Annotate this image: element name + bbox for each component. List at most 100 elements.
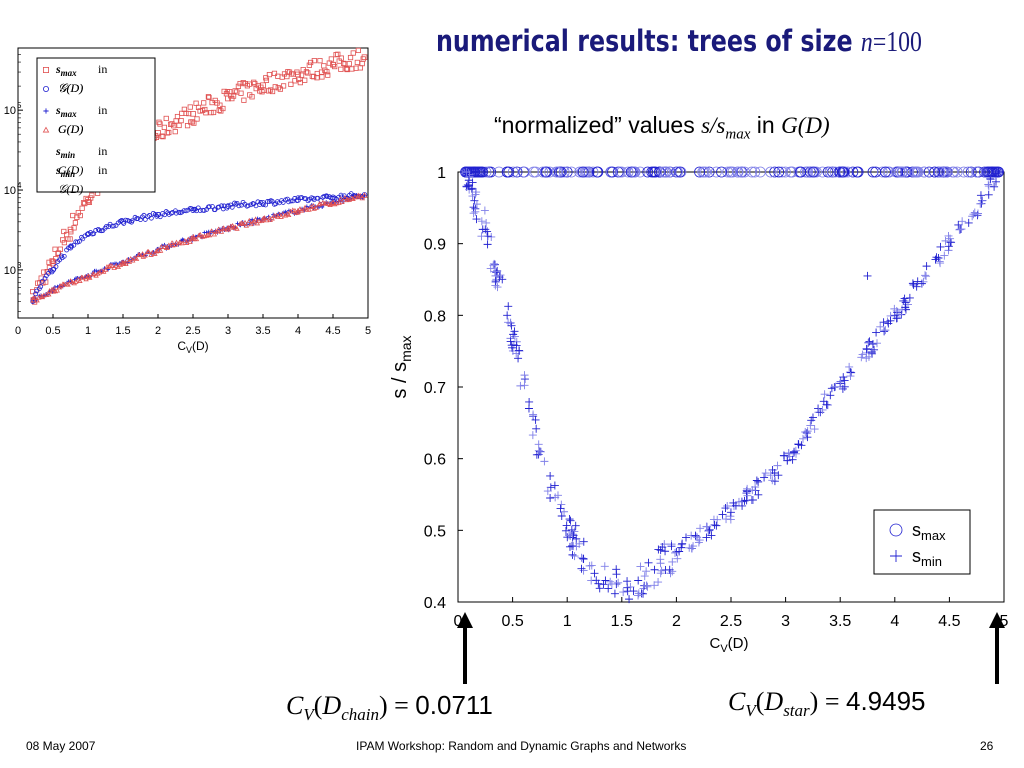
left-scatter-point — [311, 205, 317, 211]
right-scatter-point — [579, 554, 588, 563]
right-scatter-point — [898, 305, 907, 314]
right-scatter-point — [491, 277, 500, 286]
left-scatter-point — [53, 264, 59, 269]
right-scatter-point — [922, 272, 931, 281]
left-scatter-point — [50, 258, 56, 265]
right-scatter-point — [673, 554, 682, 563]
right-scatter-point — [794, 440, 803, 449]
right-scatter-point — [894, 166, 906, 178]
right-scatter-point — [810, 166, 822, 178]
left-scatter-point — [190, 233, 197, 239]
left-scatter-point — [157, 247, 164, 253]
right-scatter-point — [944, 242, 953, 251]
right-scatter-point — [973, 209, 982, 218]
left-scatter-point — [65, 281, 71, 287]
right-scatter-point — [752, 476, 761, 485]
left-scatter-point — [191, 120, 197, 126]
right-scatter-point — [599, 580, 608, 589]
right-scatter-point — [625, 166, 637, 178]
left-scatter-point — [359, 61, 365, 67]
left-scatter-point — [324, 193, 329, 199]
right-scatter-point — [973, 211, 982, 220]
right-scatter-point — [528, 166, 539, 178]
left-scatter-point — [173, 118, 179, 124]
left-data-point — [361, 192, 368, 198]
right-scatter-point — [619, 588, 628, 597]
left-scatter-point — [217, 102, 223, 108]
right-data-point — [590, 569, 599, 578]
left-legend: smax in𝒢(D)𝒢(D)smax inG(D)G(D)smin inG(D)sm… — [36, 57, 156, 196]
subtitle-ratio: s/s — [701, 113, 726, 138]
left-scatter-point — [177, 239, 183, 245]
left-scatter-point — [83, 276, 89, 282]
left-scatter-point — [285, 212, 292, 218]
left-scatter-point — [341, 193, 347, 199]
left-scatter-point — [286, 199, 292, 205]
right-scatter-point — [760, 473, 769, 482]
left-scatter-point — [61, 240, 67, 246]
right-scatter-point — [606, 577, 615, 586]
left-y-tick-exponent: 5 — [17, 101, 22, 110]
left-scatter-point — [280, 211, 286, 217]
left-scatter-point — [52, 246, 58, 252]
right-y-tick-label: 0.7 — [424, 380, 446, 397]
right-scatter-point — [991, 169, 1000, 178]
right-scatter-point — [579, 566, 588, 575]
left-scatter-point — [260, 215, 267, 221]
left-scatter-point — [194, 116, 200, 122]
left-scatter-point — [332, 201, 338, 207]
right-scatter-point — [634, 591, 643, 600]
right-scatter-point — [768, 476, 777, 485]
left-scatter-point — [230, 93, 237, 99]
right-x-axis-label: CV(D) — [709, 635, 748, 655]
footer-page: 26 — [980, 739, 994, 753]
right-y-tick-label: 0.6 — [424, 452, 446, 469]
right-scatter-point — [806, 421, 815, 430]
left-scatter-point — [206, 232, 213, 238]
left-scatter-point — [161, 124, 167, 130]
left-scatter-point — [306, 62, 312, 68]
left-scatter-point — [202, 106, 208, 113]
left-scatter-point — [261, 215, 268, 220]
left-y-tick-exponent: 4 — [17, 181, 22, 190]
left-scatter-point — [204, 232, 210, 238]
right-normalized-chart: 0 0.5 1 1.5 2 2.5 3 3.5 4 4.5 5 0.4 0.5 0.6 0.7 0.8 0.9 1… — [389, 165, 1009, 655]
right-scatter-point — [833, 166, 845, 178]
title-text: numerical results: trees of size — [436, 24, 861, 58]
right-scatter-point — [515, 346, 524, 355]
left-scatter-point — [343, 66, 350, 72]
right-scatter-point — [780, 451, 789, 460]
left-scatter-point — [104, 224, 109, 229]
formula-chain-lhs-sub: V — [303, 705, 314, 725]
right-scatter-point — [964, 218, 973, 227]
formula-chain: CV(Dchain) = 0.0711 — [286, 690, 493, 725]
left-scatter-point — [126, 259, 133, 264]
right-scatter-point — [496, 271, 505, 280]
left-scatter-point — [237, 80, 243, 87]
right-scatter-point — [483, 240, 492, 249]
left-scatter-point — [41, 269, 47, 275]
right-data-point — [650, 565, 659, 574]
left-scatter-point — [325, 72, 331, 78]
left-legend-graph: G(D) — [58, 122, 83, 136]
left-scatter-point — [335, 51, 341, 57]
right-scatter-point — [991, 177, 1000, 186]
left-scatter-point — [357, 65, 364, 71]
right-scatter-point — [561, 526, 570, 535]
left-scatter-point — [315, 195, 321, 201]
left-scatter-point — [121, 259, 127, 265]
right-scatter-point — [718, 510, 727, 519]
right-data-point — [503, 311, 512, 320]
left-scatter-point — [311, 74, 317, 80]
left-scatter-point — [71, 225, 77, 231]
left-scatter-point — [73, 278, 79, 284]
right-scatter-point — [743, 484, 752, 493]
right-scatter-point — [552, 166, 564, 178]
right-scatter-point — [490, 267, 499, 276]
left-scatter-point — [54, 287, 60, 293]
right-scatter-point — [594, 579, 603, 588]
right-scatter-point — [863, 271, 872, 280]
right-scatter-point — [710, 520, 719, 529]
right-scatter-point — [986, 174, 995, 183]
right-scatter-point — [541, 166, 552, 178]
